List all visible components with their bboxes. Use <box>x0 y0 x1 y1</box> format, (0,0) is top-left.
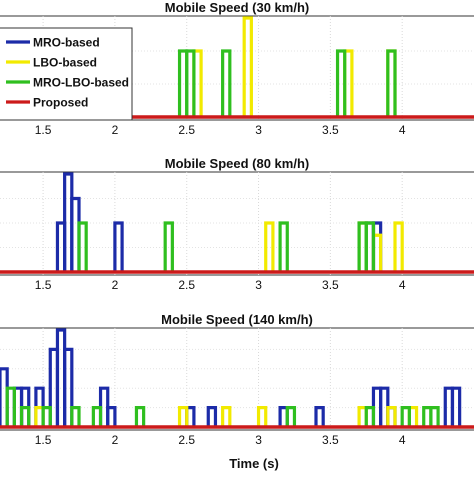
x-tick-label: 3 <box>255 278 262 292</box>
series-pulse <box>63 347 74 427</box>
series-pulse <box>264 221 275 272</box>
series-pulse <box>221 49 232 117</box>
panel-title: Mobile Speed (80 km/h) <box>165 156 309 171</box>
x-tick-label: 2.5 <box>178 433 195 447</box>
x-tick-label: 4 <box>399 433 406 447</box>
series-pulse <box>386 406 397 427</box>
series-pulse <box>70 406 81 427</box>
series-pulse <box>177 406 189 427</box>
panel-title: Mobile Speed (140 km/h) <box>161 312 313 327</box>
series-pulse <box>41 406 52 427</box>
x-axis-label: Time (s) <box>229 456 279 471</box>
series-pulse <box>256 406 268 427</box>
x-tick-label: 2 <box>112 278 119 292</box>
series-pulse <box>242 16 253 117</box>
series-pulse <box>206 406 218 427</box>
series-pulse <box>450 386 462 427</box>
x-tick-label: 2.5 <box>178 278 195 292</box>
x-tick-label: 1.5 <box>35 278 52 292</box>
x-tick-label: 3.5 <box>322 433 339 447</box>
series-pulse <box>314 406 325 427</box>
series-pulse <box>77 221 88 272</box>
legend: MRO-based LBO-based MRO-LBO-based Proposed <box>0 27 133 121</box>
x-tick-label: 3 <box>255 433 262 447</box>
panel-1: 1.5 2 2.5 3 3.5 4 Mobile Speed (30 km/h) MRO-ba… <box>0 0 474 137</box>
series-pulse <box>113 221 124 272</box>
series-pulse <box>400 406 411 427</box>
x-tick-label: 2 <box>112 433 119 447</box>
series-pulse <box>185 49 196 117</box>
series-pulse <box>91 406 103 427</box>
x-tick-label: 1.5 <box>35 433 52 447</box>
x-tick-label: 2 <box>112 123 119 137</box>
series-pulse <box>364 221 376 272</box>
series-pulse <box>163 221 174 272</box>
panel-2: 1.5 2 2.5 3 3.5 4 Mobile Speed (80 km/h) <box>0 156 474 292</box>
panel-3: 1.5 2 2.5 3 3.5 4 Mobile Speed (140 km/h) Time … <box>0 312 474 471</box>
x-tick-label: 3 <box>255 123 262 137</box>
x-tick-label: 4 <box>399 278 406 292</box>
series-pulse <box>335 49 347 117</box>
series-pulse <box>393 221 404 272</box>
series-pulse <box>19 406 31 427</box>
x-tick-label: 1.5 <box>35 123 52 137</box>
x-tick-label: 2.5 <box>178 123 195 137</box>
legend-label: MRO-based <box>33 36 100 50</box>
series-pulse <box>429 406 440 427</box>
series-pulse <box>285 406 297 427</box>
legend-label: LBO-based <box>33 56 97 70</box>
x-tick-label: 4 <box>399 123 406 137</box>
series-pulse <box>106 406 117 427</box>
legend-label: MRO-LBO-based <box>33 76 129 90</box>
x-tick-label: 3.5 <box>322 278 339 292</box>
series-pulse <box>5 386 16 427</box>
panel-title: Mobile Speed (30 km/h) <box>165 0 309 15</box>
legend-label: Proposed <box>33 96 88 110</box>
series-pulse <box>221 406 232 427</box>
series-pulse <box>386 49 397 117</box>
series-pulse <box>134 406 146 427</box>
series-pulse <box>364 406 376 427</box>
series-pulse <box>278 221 289 272</box>
x-tick-label: 3.5 <box>322 123 339 137</box>
